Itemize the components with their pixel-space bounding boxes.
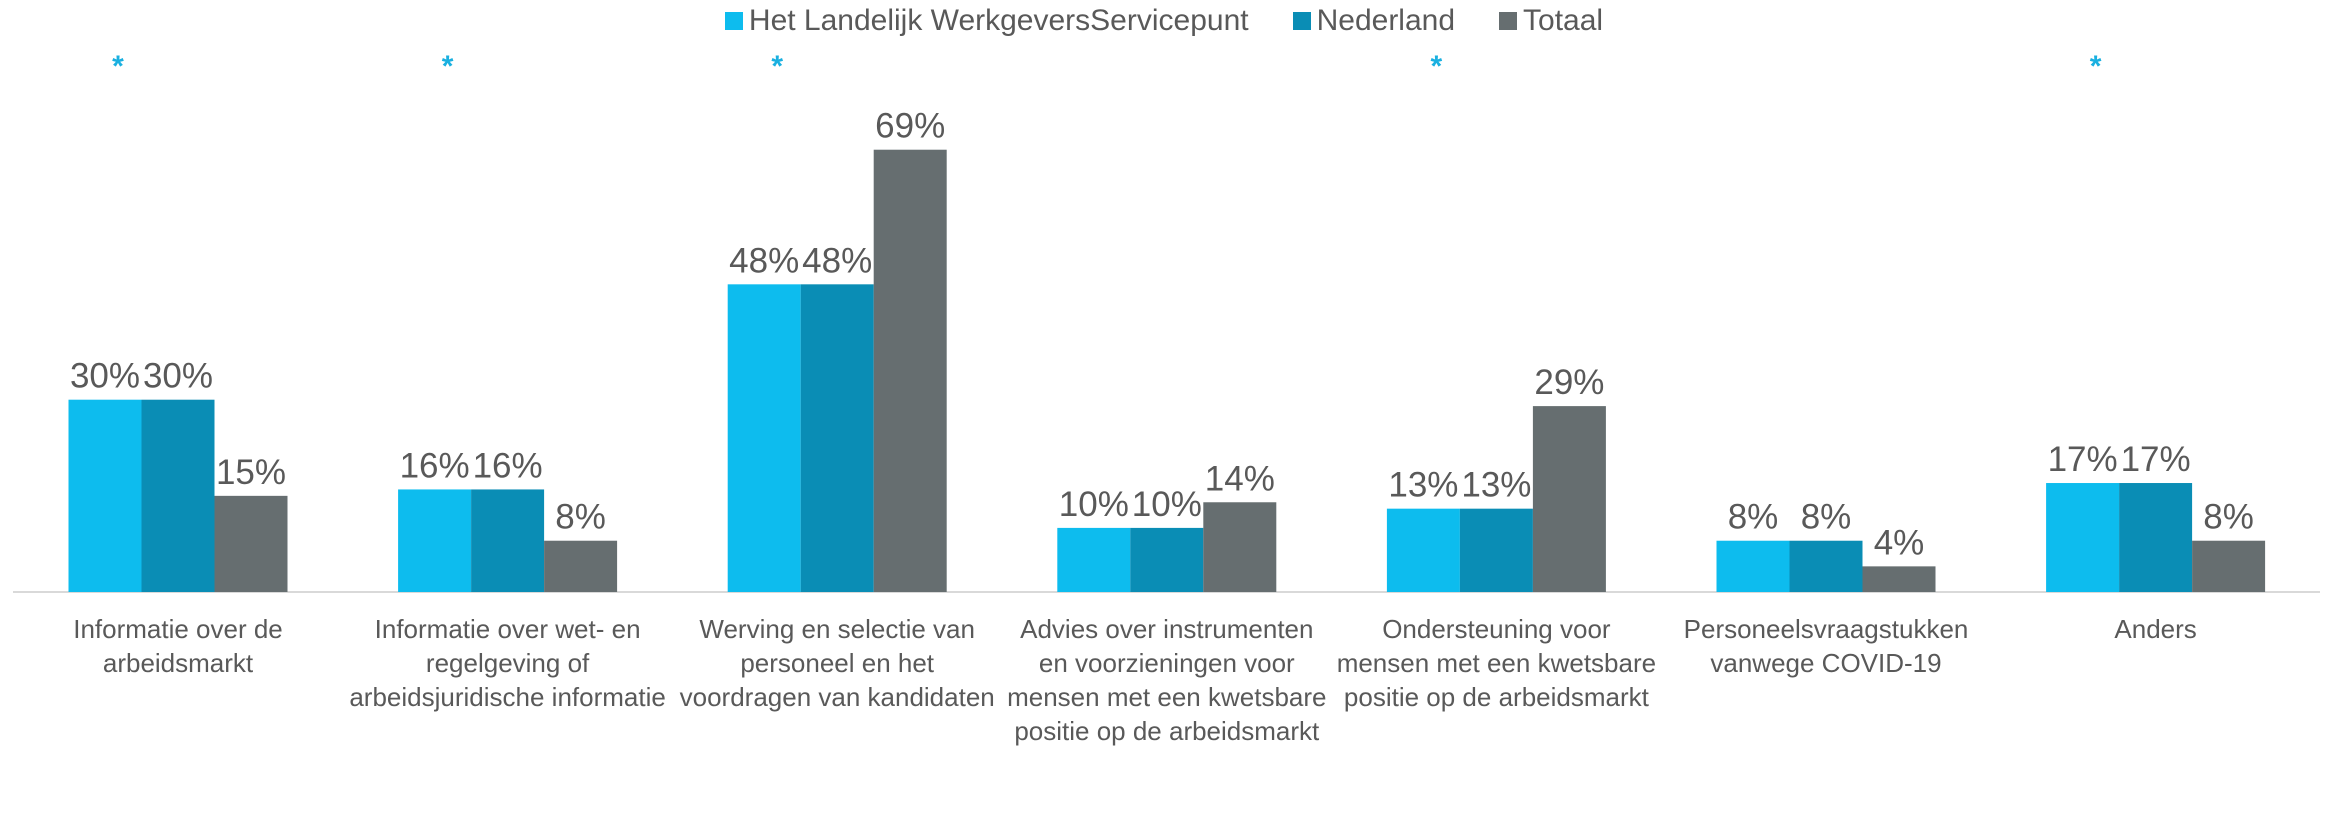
bar (141, 399, 215, 592)
bar (2046, 483, 2120, 592)
significance-marker: * (112, 50, 124, 83)
bar (1862, 566, 1936, 592)
bar (471, 489, 545, 592)
bar (727, 284, 801, 592)
category-label: Ondersteuning voor mensen met een kwetsb… (1336, 614, 1657, 712)
category-label: Informatie over wet- en regelgeving of a… (349, 614, 666, 712)
legend-label: Totaal (1523, 4, 1604, 37)
bar (214, 495, 288, 592)
legend-item: Totaal (1499, 4, 1603, 38)
data-label: 30% (70, 357, 140, 396)
bar (544, 540, 618, 592)
category-label: Advies over instrumenten en voorzieninge… (1007, 614, 1327, 746)
legend-swatch (724, 12, 743, 30)
category-label: Informatie over de arbeidsmarkt (73, 614, 283, 678)
data-label: 8% (1801, 498, 1852, 537)
data-label: 48% (729, 241, 799, 280)
data-label: 69% (875, 107, 945, 146)
data-label: 8% (2203, 498, 2254, 537)
category-label: Personeelsvraagstukken vanwege COVID-19 (1683, 614, 1969, 678)
data-label: 15% (216, 453, 286, 492)
bar (398, 489, 472, 592)
bar (1789, 540, 1863, 592)
data-label: 48% (802, 241, 872, 280)
significance-marker: * (1431, 50, 1443, 83)
category-label: Werving en selectie van personeel en het… (679, 614, 995, 712)
legend-label: Het Landelijk WerkgeversServicepunt (748, 4, 1249, 37)
bar (1130, 527, 1204, 592)
legend-swatch (1292, 12, 1311, 30)
significance-marker: * (442, 50, 454, 83)
bar (1459, 508, 1533, 592)
data-label: 17% (2048, 440, 2118, 479)
bar (800, 284, 874, 592)
data-label: 4% (1874, 523, 1925, 562)
significance-marker: * (771, 50, 783, 83)
legend-item: Nederland (1292, 4, 1456, 38)
bar (1386, 508, 1460, 592)
data-label: 16% (473, 446, 543, 485)
bar (1203, 502, 1277, 592)
legend-swatch (1499, 12, 1518, 30)
legend-item: Het Landelijk WerkgeversServicepunt (724, 4, 1249, 38)
bar (1532, 406, 1606, 592)
data-label: 10% (1059, 485, 1129, 524)
bar (2192, 540, 2266, 592)
bar (1057, 527, 1131, 592)
data-label: 16% (400, 446, 470, 485)
data-label: 13% (1461, 466, 1531, 505)
data-label: 17% (2121, 440, 2191, 479)
legend-label: Nederland (1316, 4, 1456, 37)
data-label: 29% (1534, 363, 1604, 402)
data-label: 13% (1388, 466, 1458, 505)
bar (2119, 483, 2193, 592)
legend: Het Landelijk WerkgeversServicepunt Neder… (0, 4, 2328, 38)
category-label: Anders (2114, 614, 2197, 644)
data-label: 10% (1132, 485, 1202, 524)
significance-marker: * (2090, 50, 2102, 83)
data-label: 14% (1205, 459, 1275, 498)
bar (873, 149, 947, 592)
bar (68, 399, 142, 592)
data-label: 8% (1728, 498, 1779, 537)
bar (1716, 540, 1790, 592)
data-label: 30% (143, 357, 213, 396)
data-label: 8% (555, 498, 606, 537)
